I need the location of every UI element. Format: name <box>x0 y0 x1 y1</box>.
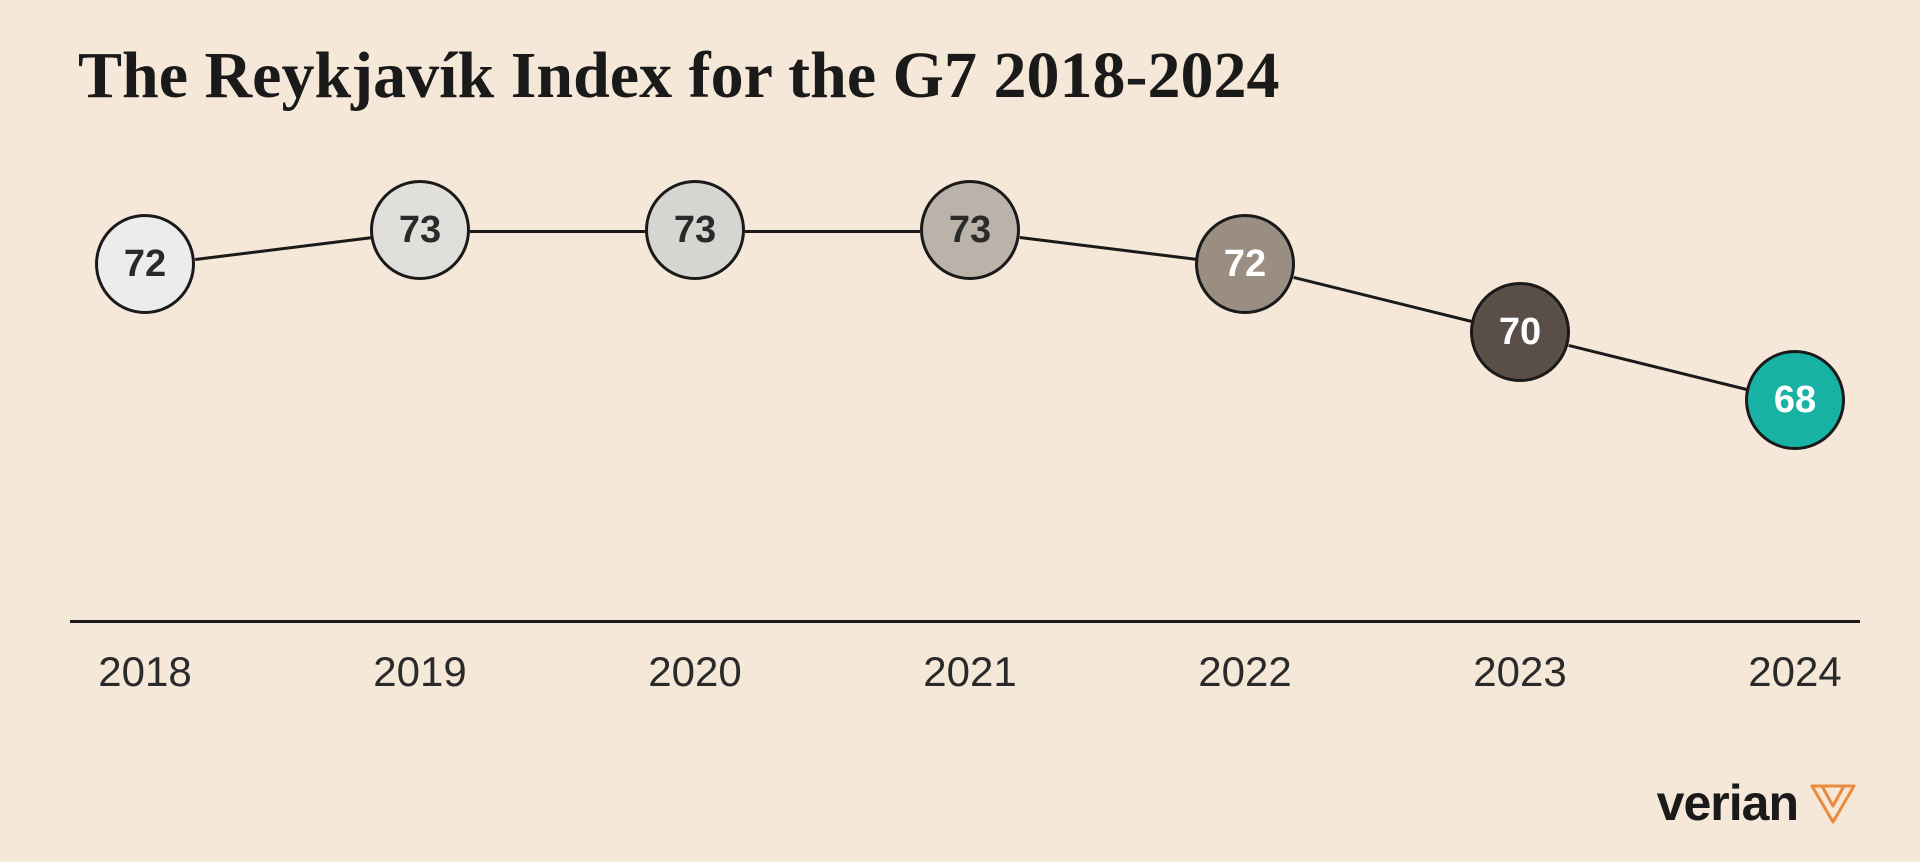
data-point-value: 70 <box>1499 311 1541 354</box>
data-point-value: 73 <box>399 209 441 252</box>
x-axis-line <box>70 620 1860 623</box>
data-point-value: 72 <box>124 243 166 286</box>
data-point-2022: 72 <box>1195 214 1295 314</box>
data-point-2024: 68 <box>1745 350 1845 450</box>
x-axis-label-2020: 2020 <box>648 648 741 696</box>
chart-line-segment <box>1293 276 1472 323</box>
x-axis-label-2022: 2022 <box>1198 648 1291 696</box>
data-point-2023: 70 <box>1470 282 1570 382</box>
chart-line-segment <box>470 230 645 233</box>
brand-logo-icon <box>1806 776 1860 830</box>
brand-logo-text: verian <box>1657 774 1798 832</box>
data-point-2021: 73 <box>920 180 1020 280</box>
chart-line-segment <box>745 230 920 233</box>
data-point-2020: 73 <box>645 180 745 280</box>
data-point-2019: 73 <box>370 180 470 280</box>
data-point-value: 73 <box>949 209 991 252</box>
x-axis-label-2018: 2018 <box>98 648 191 696</box>
x-axis-label-2024: 2024 <box>1748 648 1841 696</box>
chart-line-segment <box>195 236 371 261</box>
chart-title: The Reykjavík Index for the G7 2018-2024 <box>78 38 1279 114</box>
data-point-2018: 72 <box>95 214 195 314</box>
x-axis-label-2019: 2019 <box>373 648 466 696</box>
chart-line-segment <box>1019 236 1195 261</box>
chart-canvas: The Reykjavík Index for the G7 2018-2024… <box>0 0 1920 862</box>
brand-logo: verian <box>1657 774 1860 832</box>
x-axis-label-2021: 2021 <box>923 648 1016 696</box>
data-point-value: 72 <box>1224 243 1266 286</box>
data-point-value: 68 <box>1774 379 1816 422</box>
x-axis-label-2023: 2023 <box>1473 648 1566 696</box>
chart-line-segment <box>1568 344 1747 391</box>
data-point-value: 73 <box>674 209 716 252</box>
